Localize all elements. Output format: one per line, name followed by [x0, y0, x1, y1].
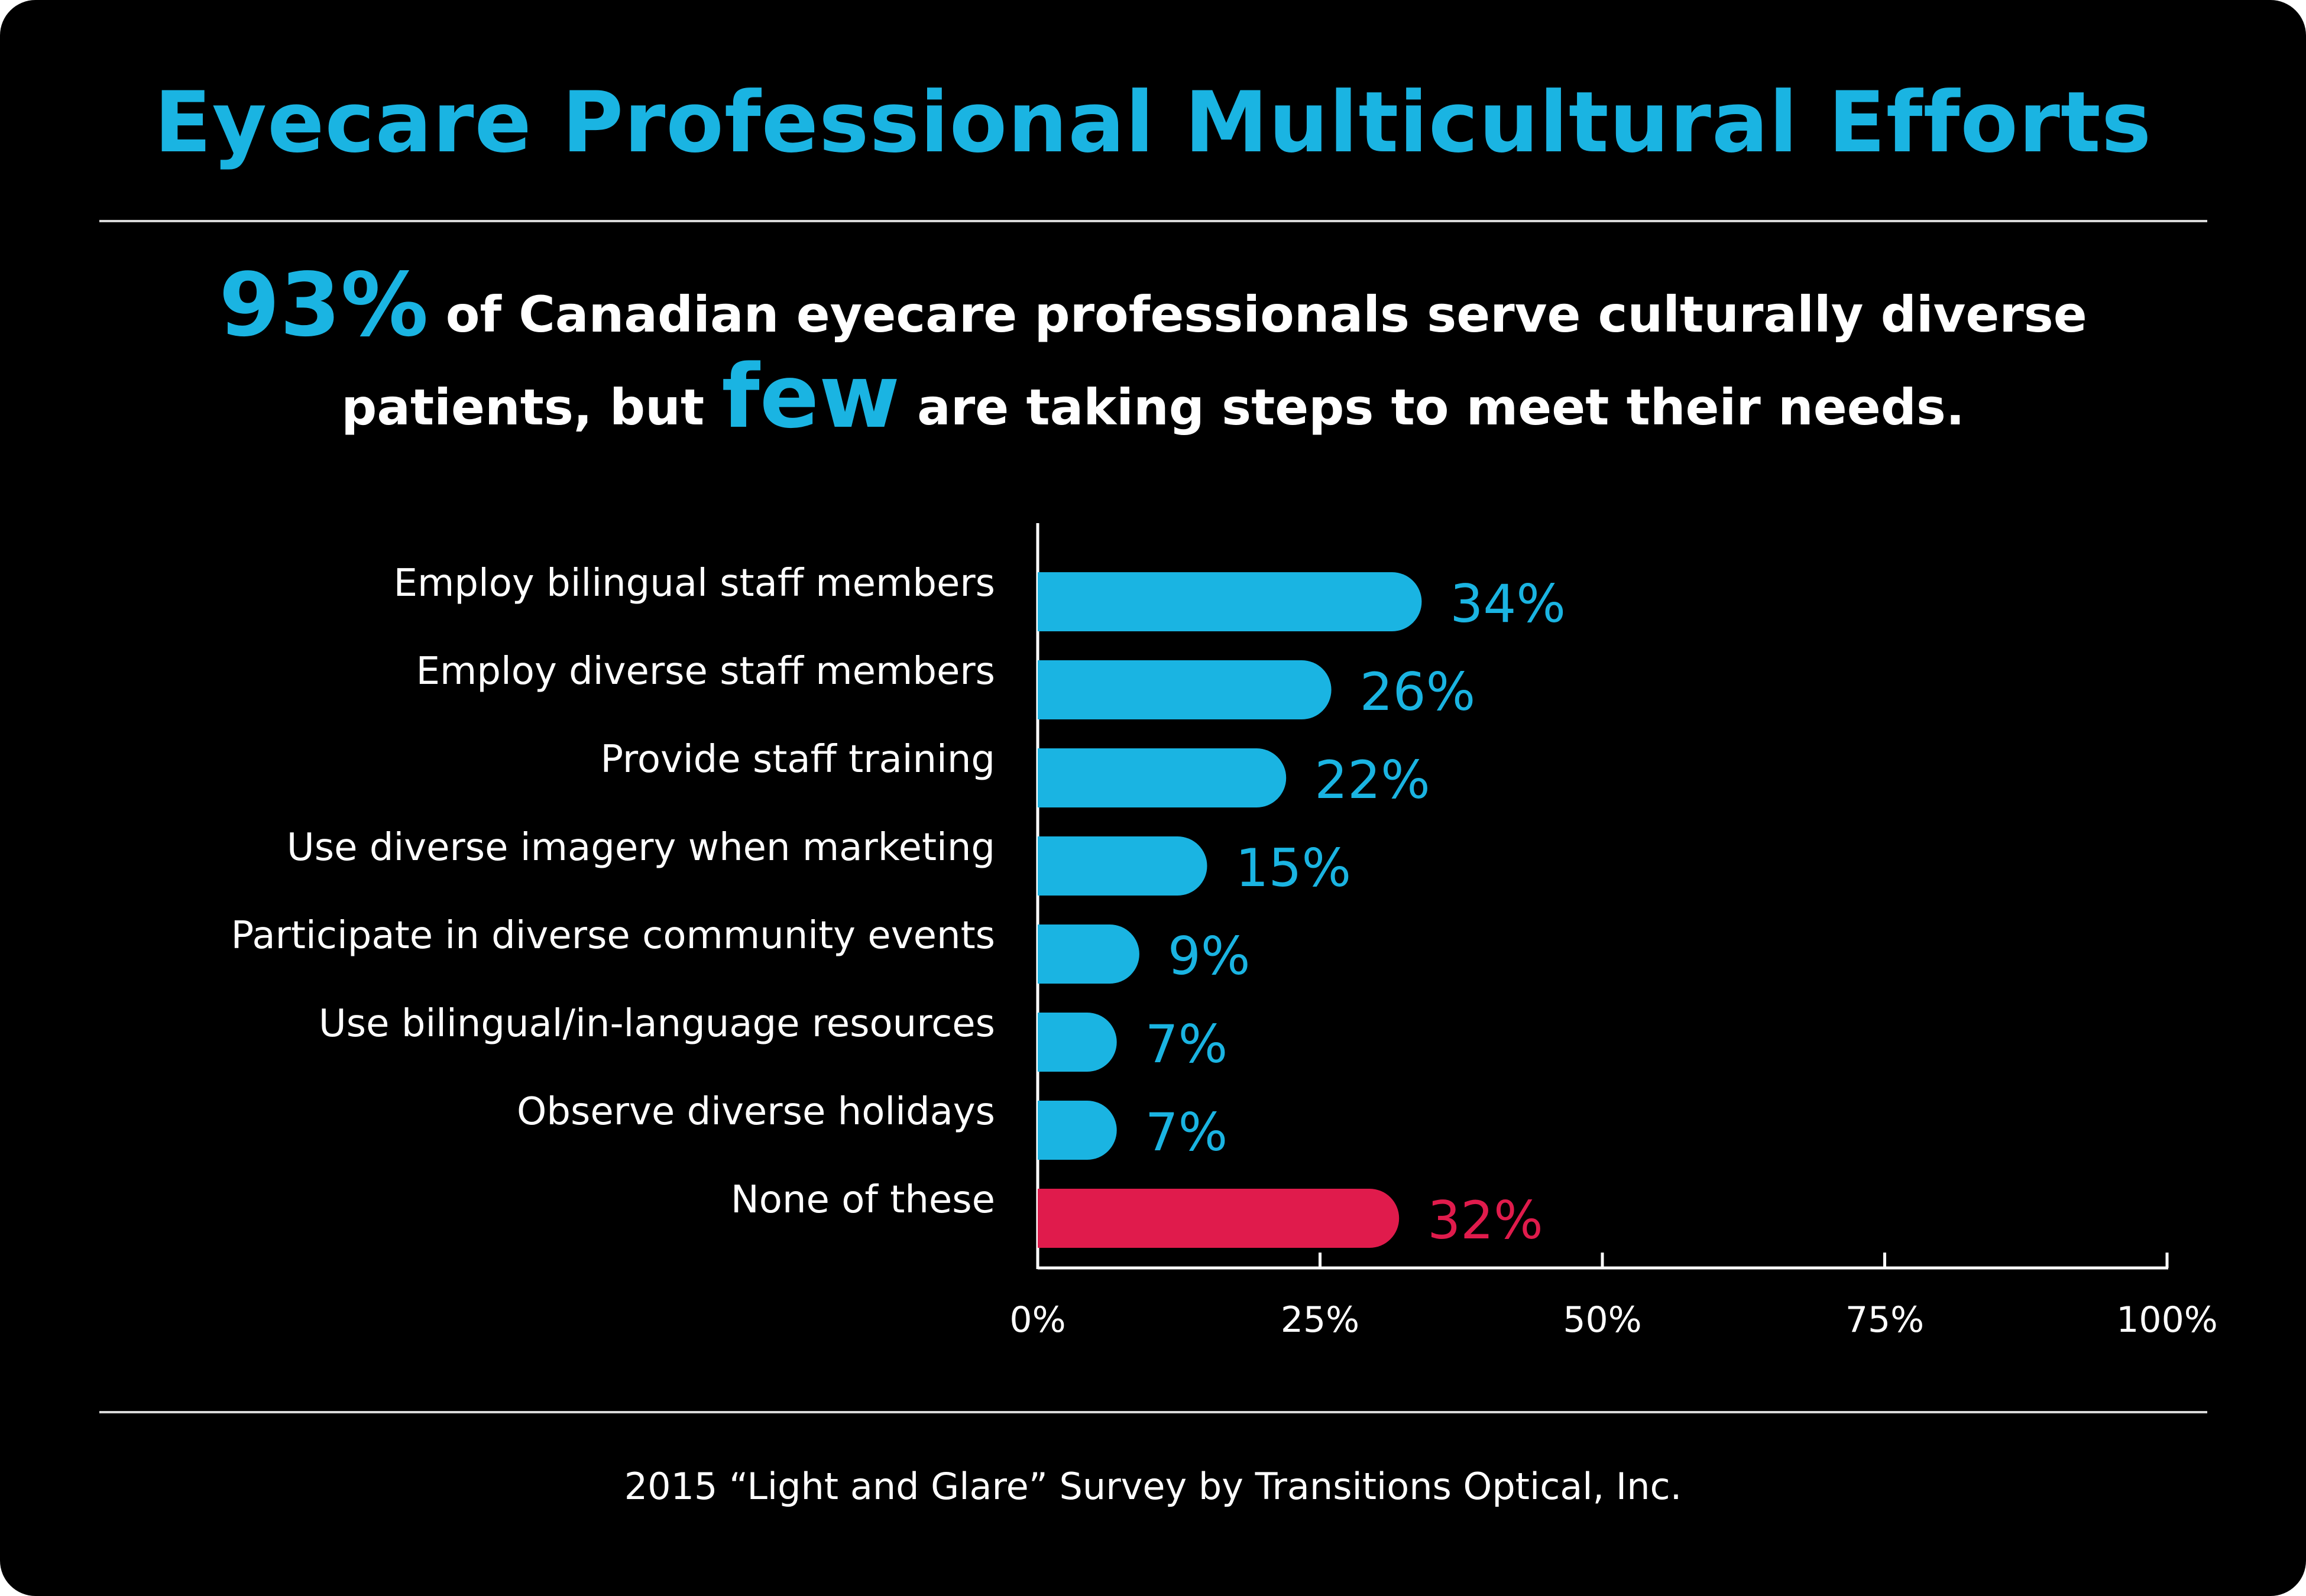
bar: [1038, 572, 1422, 631]
headline-line-2-end: are taking steps to meet their needs.: [899, 378, 1965, 436]
bar: [1038, 660, 1332, 719]
bottom-divider: [99, 1411, 2207, 1413]
x-tick-label: 25%: [1281, 1299, 1359, 1341]
headline-line-2-start: patients, but: [341, 378, 722, 436]
category-label: Provide staff training: [600, 738, 995, 781]
source-credit: 2015 “Light and Glare” Survey by Transit…: [624, 1465, 1682, 1508]
value-label: 22%: [1314, 750, 1430, 810]
x-tick-label: 50%: [1563, 1299, 1641, 1341]
headline-line-1-text: of Canadian eyecare professionals serve …: [428, 286, 2087, 343]
x-tick-label: 0%: [1009, 1299, 1065, 1341]
value-label: 26%: [1360, 661, 1476, 722]
bar: [1038, 1013, 1117, 1072]
category-label: Participate in diverse community events: [231, 914, 995, 958]
value-label: 7%: [1145, 1014, 1228, 1075]
page-title: Eyecare Professional Multicultural Effor…: [154, 74, 2152, 171]
value-label: 15%: [1236, 838, 1352, 898]
value-label: 7%: [1145, 1102, 1228, 1163]
headline-line-2: patients, but few are taking steps to me…: [0, 346, 2306, 447]
headline-stat: 93%: [219, 254, 429, 356]
bar: [1038, 924, 1139, 984]
category-label: Employ bilingual staff members: [394, 562, 995, 605]
bar: [1038, 836, 1207, 896]
value-label: 9%: [1168, 926, 1251, 987]
value-label: 34%: [1450, 573, 1566, 634]
category-label: Observe diverse holidays: [517, 1090, 995, 1134]
x-tick-label: 75%: [1845, 1299, 1924, 1341]
category-label: Employ diverse staff members: [416, 650, 995, 693]
category-label: Use bilingual/in-language resources: [319, 1002, 995, 1046]
bar: [1038, 748, 1287, 807]
top-divider: [99, 220, 2207, 222]
bar: [1038, 1189, 1400, 1248]
category-label: Use diverse imagery when marketing: [287, 826, 995, 870]
headline-line-1: 93% of Canadian eyecare professionals se…: [0, 254, 2306, 356]
x-tick-label: 100%: [2116, 1299, 2218, 1341]
category-label: None of these: [731, 1178, 995, 1222]
bar: [1038, 1101, 1117, 1160]
value-label: 32%: [1427, 1190, 1543, 1251]
headline-emphasis: few: [721, 346, 900, 447]
